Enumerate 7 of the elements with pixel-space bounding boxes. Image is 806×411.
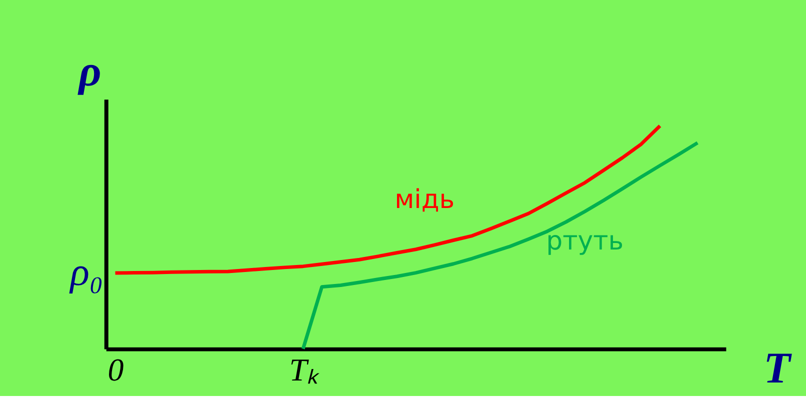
x-tick-label: Tₖ xyxy=(289,352,320,388)
series-label: мідь xyxy=(394,184,455,215)
text: ρ₀ xyxy=(68,249,104,294)
x-tick-label: 0 xyxy=(108,352,124,388)
x-axis-title: T xyxy=(764,343,793,392)
y-axis-title: ρ xyxy=(76,46,102,96)
series-label: ртуть xyxy=(546,226,624,256)
